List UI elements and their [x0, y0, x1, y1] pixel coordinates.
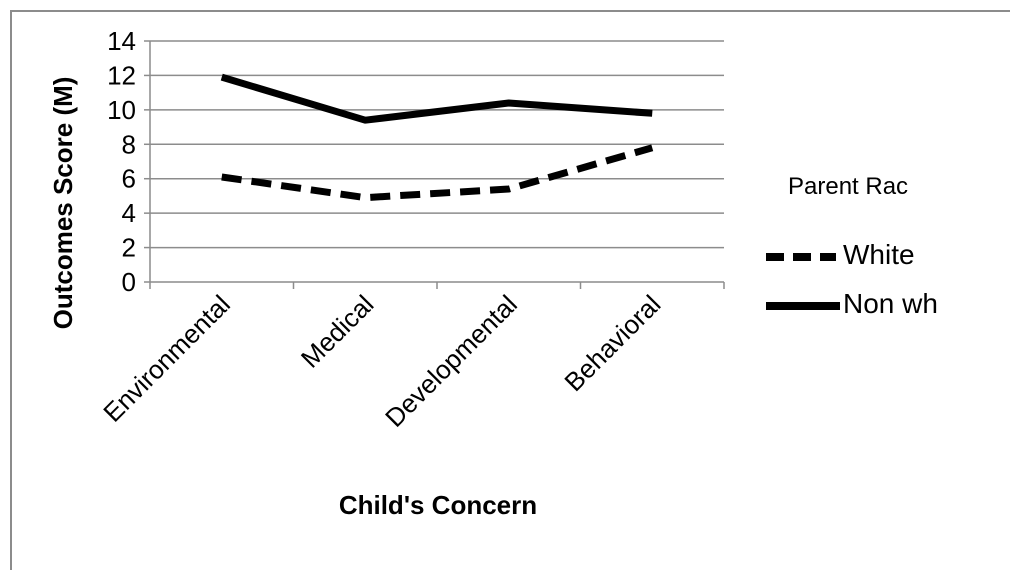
axes: [144, 40, 725, 289]
legend-title: Parent Rac: [788, 173, 909, 200]
series-line-non-wh: [220, 73, 653, 124]
chart-frame: [10, 10, 1010, 570]
y-tick-label-10: 10: [107, 95, 136, 125]
y-tick-label-14: 14: [107, 26, 136, 56]
series-line-white: [221, 144, 654, 202]
legend-swatch-white: [766, 253, 836, 261]
y-tick-label-8: 8: [122, 129, 136, 159]
x-tick-label-developmental: Developmental: [379, 289, 523, 433]
x-axis-label: Child's Concern: [339, 490, 537, 520]
x-tick-label-medical: Medical: [295, 289, 380, 374]
legend-swatch-nonwhite: [766, 302, 840, 310]
x-tick-label-behavioral: Behavioral: [558, 289, 666, 397]
x-tick-label-environmental: Environmental: [97, 289, 236, 428]
legend-label-nonwhite: Non wh: [843, 288, 938, 319]
legend: Parent Rac White Non wh: [760, 165, 943, 335]
y-tick-label-6: 6: [122, 164, 136, 194]
gridlines: [150, 40, 724, 249]
y-tick-label-12: 12: [107, 60, 136, 90]
legend-label-white: White: [843, 239, 915, 270]
series-lines: [220, 73, 654, 202]
y-axis-label: Outcomes Score (M): [48, 77, 78, 330]
y-tick-labels: 0 2 4 6 8 10 12 14: [107, 26, 136, 297]
x-tick-labels: Environmental Medical Developmental Behavio…: [97, 289, 666, 433]
line-chart: 0 2 4 6 8 10 12 14 Environmental Medical Developm…: [48, 26, 725, 520]
y-tick-label-2: 2: [122, 233, 136, 263]
y-tick-label-4: 4: [122, 198, 136, 228]
y-tick-label-0: 0: [122, 267, 136, 297]
